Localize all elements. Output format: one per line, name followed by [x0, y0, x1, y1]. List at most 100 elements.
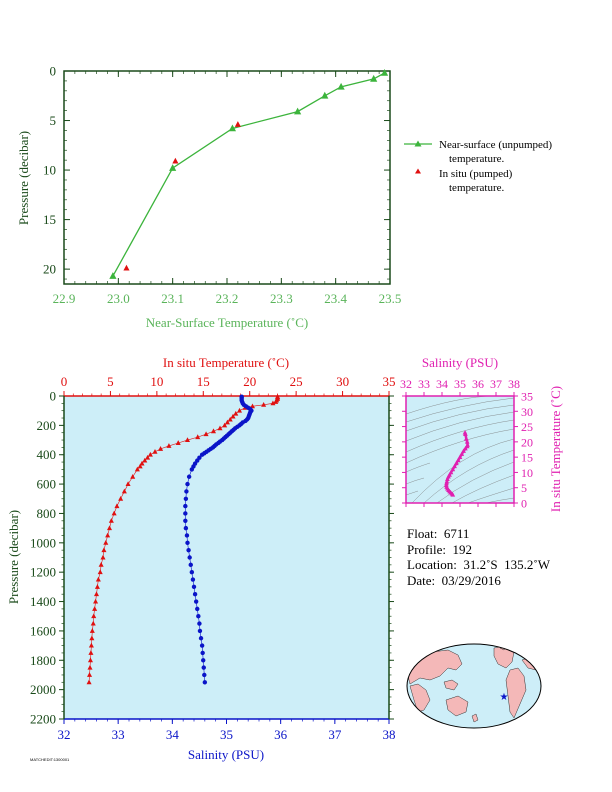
temperature-profile-point: [261, 402, 267, 407]
salinity-profile-point: [197, 621, 202, 626]
ts-point: [450, 492, 456, 497]
unpumped-temperature-point: [321, 91, 329, 99]
salinity-profile-point: [192, 592, 198, 597]
ts-x-tick-label: 33: [418, 377, 430, 391]
temperature-profile-point: [103, 540, 109, 545]
salinity-profile-point: [201, 665, 206, 670]
ts-y-tick-label: 35: [521, 390, 533, 404]
temperature-profile-point: [97, 569, 103, 575]
top-legend: Near-surface (unpumped) temperature. In …: [404, 139, 552, 194]
salinity-profile-point: [188, 562, 193, 568]
pressure-tick-label: 2200: [30, 712, 56, 727]
temperature-tick-label: 10: [150, 374, 163, 389]
salinity-tick-label: 34: [166, 727, 180, 742]
salinity-profile-point: [184, 489, 189, 494]
temperature-profile-point: [203, 431, 209, 437]
top-x-tick-labels: 22.9 23.0 23.1 23.2 23.3 23.4 23.5: [53, 291, 402, 306]
temperature-profile-point: [98, 562, 104, 567]
temperature-profile-point: [93, 591, 100, 597]
profile-pressure-tick-labels: 0 200 400 600 800 1000 1200 1400 1600 1800 2000 220…: [30, 389, 56, 727]
ts-point: [444, 479, 450, 484]
unpumped-temperature-point: [169, 164, 177, 171]
temperature-profile-point: [227, 416, 233, 422]
salinity-profile-point: [193, 599, 199, 604]
ts-x-tick-label: 37: [490, 377, 502, 391]
ts-point: [443, 482, 449, 488]
temperature-profile-point: [89, 635, 95, 641]
temperature-tick-label: 0: [61, 374, 68, 389]
salinity-tick-label: 36: [274, 727, 288, 742]
ts-series-layer: [443, 430, 470, 497]
ts-point: [461, 448, 466, 453]
ts-salinity-tick-labels: 32 33 34 35 36 37 38: [400, 377, 520, 391]
profile-pressure-axis-title: Pressure (decibar): [6, 510, 21, 604]
temperature-profile-point: [147, 451, 153, 457]
temperature-profile-point: [273, 399, 279, 404]
salinity-tick-label: 37: [328, 727, 342, 742]
top-chart: 22.9 23.0 23.1 23.2 23.3 23.4 23.5 0 5 10 15 20 Ne…: [16, 64, 552, 331]
temperature-tick-label: 25: [290, 374, 303, 389]
temperature-profile-point: [111, 510, 117, 516]
top-x-tick-label: 23.1: [161, 291, 184, 306]
ts-axis-ticks: [402, 392, 518, 507]
ts-point: [463, 436, 469, 441]
pressure-tick-label: 1800: [30, 653, 56, 668]
ts-point: [463, 445, 468, 451]
temperature-profile-point: [217, 425, 223, 431]
salinity-profile-point: [201, 658, 206, 663]
ts-density-contours: [406, 396, 514, 503]
unpumped-temperature-point: [228, 124, 237, 132]
temperature-profile-point: [137, 463, 143, 469]
temperature-profile-point: [130, 473, 136, 479]
temperature-profile-point: [88, 650, 94, 655]
float-info: Float: 6711 Profile: 192 Location: 31.2˚…: [407, 526, 550, 588]
temperature-profile-point: [93, 598, 99, 604]
legend-marker-pumped: [415, 168, 421, 174]
salinity-tick-label: 35: [220, 727, 233, 742]
profile-chart: 0 5 10 15 20 25 30 35 32 33 34 35 36 37 38 0 200 400 600…: [6, 355, 396, 762]
temperature-profile-point: [94, 584, 100, 589]
temperature-profile-point: [118, 495, 124, 501]
temperature-profile-point: [92, 606, 98, 611]
footer-tag: MATCHEDIT:1300001: [30, 757, 70, 762]
ts-point: [463, 431, 468, 437]
temperature-profile-point: [233, 410, 239, 416]
ts-point: [445, 476, 450, 481]
top-y-tick-labels: 0 5 10 15 20: [43, 64, 56, 277]
pressure-tick-label: 1400: [30, 594, 56, 609]
pressure-tick-label: 400: [37, 447, 57, 462]
temperature-profile-point: [145, 454, 151, 460]
top-y-tick-label: 15: [43, 212, 56, 227]
top-y-tick-label: 20: [43, 262, 56, 277]
salinity-profile-point: [195, 606, 200, 612]
temperature-profile-point: [100, 554, 106, 560]
salinity-profile-point: [183, 511, 188, 516]
salinity-profile-point: [189, 569, 195, 575]
profile-plot-bg: [64, 396, 389, 719]
pressure-tick-label: 1200: [30, 565, 56, 580]
temperature-profile-point: [95, 576, 101, 582]
temperature-profile-point: [90, 620, 96, 626]
temperature-profile-point: [87, 672, 93, 677]
temperature-tick-label: 35: [383, 374, 396, 389]
temperature-profile-point: [134, 466, 140, 472]
ts-point: [459, 451, 465, 456]
salinity-tick-label: 38: [383, 727, 396, 742]
pumped-temperature-point: [123, 264, 130, 271]
temperature-profile-point: [108, 517, 114, 523]
ts-y-tick-label: 5: [521, 481, 527, 495]
legend-label-unpumped-2: temperature.: [449, 153, 505, 165]
ts-y-tick-label: 10: [521, 466, 533, 480]
ts-point: [464, 443, 470, 449]
salinity-tick-label: 33: [112, 727, 125, 742]
temperature-profile-point: [101, 547, 107, 553]
unpumped-temperature-point: [109, 272, 117, 279]
pressure-tick-label: 600: [37, 477, 57, 492]
top-x-tick-label: 23.5: [379, 291, 402, 306]
top-y-tick-label: 10: [43, 163, 56, 178]
temperature-profile-point: [224, 419, 230, 425]
salinity-profile-point: [196, 614, 201, 619]
salinity-profile-point: [199, 452, 205, 457]
